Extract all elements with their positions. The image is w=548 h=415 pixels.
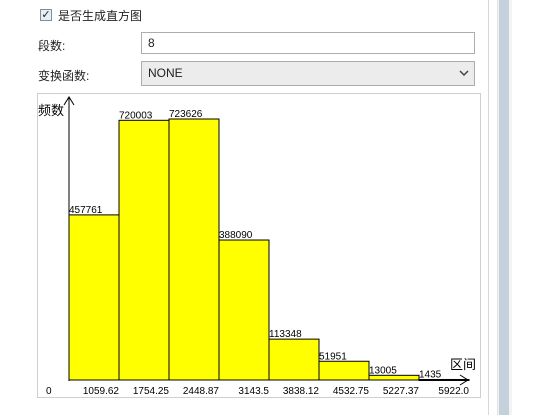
segments-label: 段数: <box>38 39 66 53</box>
x-tick-label: 0 <box>46 386 52 397</box>
histogram-bar <box>218 239 270 381</box>
bars-group <box>68 118 470 381</box>
generate-histogram-label: 是否生成直方图 <box>58 8 143 23</box>
bar-value-label: 457761 <box>69 205 103 216</box>
vertical-scrollbar-thumb[interactable] <box>499 0 509 415</box>
panel-divider <box>488 0 489 415</box>
bar-value-label: 51951 <box>319 351 347 362</box>
generate-histogram-checkbox[interactable]: ✓ <box>40 9 52 21</box>
x-axis-arrow-icon <box>459 374 469 386</box>
y-axis-arrow-icon <box>63 96 75 106</box>
x-tick-label: 3143.5 <box>238 386 269 397</box>
value-labels-group: 457761 720003 723626 388090 113348 51951 13005… <box>69 109 442 380</box>
y-axis-label: 频数 <box>38 104 64 119</box>
x-tick-label: 1754.25 <box>133 386 170 397</box>
transform-function-value: NONE <box>148 66 183 80</box>
x-tick-label: 1059.62 <box>83 386 120 397</box>
transform-function-select[interactable]: NONE <box>141 61 475 86</box>
histogram-bar <box>118 119 170 381</box>
x-tick-labels-group: 0 1059.62 1754.25 2448.87 3143.5 3838.12 4532.… <box>46 386 469 397</box>
bar-value-label: 1435 <box>419 369 442 380</box>
x-tick-label: 3838.12 <box>283 386 320 397</box>
histogram-bar <box>68 214 120 381</box>
x-axis-label: 区间 <box>450 358 476 373</box>
transform-function-label: 变换函数: <box>38 69 90 83</box>
generate-histogram-row[interactable]: ✓ 是否生成直方图 <box>40 7 142 23</box>
bar-value-label: 723626 <box>169 109 203 120</box>
outer-margin <box>512 0 548 415</box>
bar-value-label: 13005 <box>369 365 397 376</box>
checkmark-icon: ✓ <box>41 8 51 21</box>
x-tick-label: 4532.75 <box>333 386 370 397</box>
bar-value-label: 113348 <box>269 329 302 340</box>
segments-input[interactable]: 8 <box>141 32 475 54</box>
histogram-bar <box>168 118 220 381</box>
x-tick-label: 5227.37 <box>383 386 420 397</box>
histogram-settings-panel: ✓ 是否生成直方图 段数: 8 变换函数: NONE 457761 720003 7… <box>37 7 481 398</box>
chevron-down-icon[interactable] <box>459 69 469 77</box>
histogram-svg: 457761 720003 723626 388090 113348 51951 13005… <box>38 96 476 397</box>
bar-value-label: 720003 <box>119 110 153 121</box>
x-tick-label: 2448.87 <box>183 386 220 397</box>
histogram-bar <box>318 360 370 381</box>
x-tick-label: 5922.0 <box>438 386 469 397</box>
segments-input-value: 8 <box>148 36 155 50</box>
histogram-chart: 457761 720003 723626 388090 113348 51951 13005… <box>37 93 481 398</box>
bar-value-label: 388090 <box>219 230 253 241</box>
histogram-bar <box>268 338 320 381</box>
